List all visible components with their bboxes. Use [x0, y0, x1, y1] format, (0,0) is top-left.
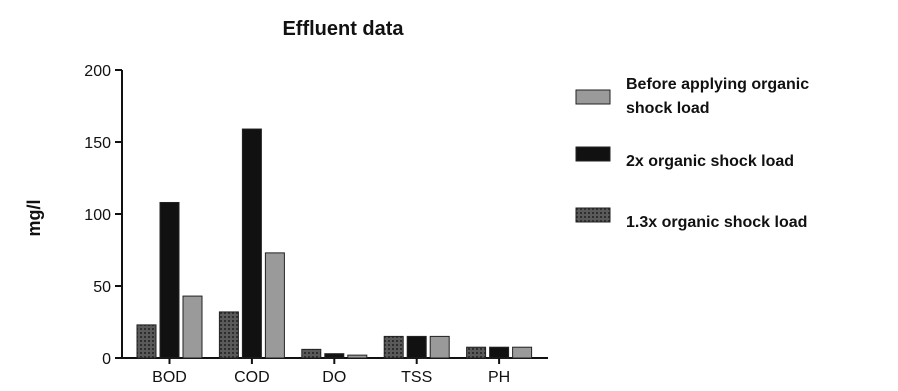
- legend-swatch: [575, 207, 611, 223]
- chart-title: Effluent data: [282, 18, 404, 40]
- x-tick-label: DO: [322, 369, 346, 386]
- y-ticks: 0 50 100 150 200: [84, 63, 122, 368]
- bar-do-series-0: [301, 348, 322, 359]
- bar-tss-series-1: [406, 335, 427, 359]
- bar-ph-series-2: [512, 346, 533, 359]
- legend-label: 1.3x organic shock load: [626, 214, 807, 231]
- bar-cod-series-1: [241, 128, 262, 359]
- bar-bod-series-0: [136, 324, 157, 359]
- bar-cod-series-2: [264, 252, 285, 359]
- y-tick-label: 100: [84, 207, 111, 224]
- legend: Before applying organic shock load 2x orga…: [575, 76, 809, 231]
- bar-tss-series-0: [383, 335, 404, 359]
- legend-swatch: [575, 146, 611, 162]
- x-tick-label: TSS: [401, 369, 432, 386]
- legend-label: 2x organic shock load: [626, 153, 794, 170]
- legend-swatch: [575, 89, 611, 105]
- x-tick-label: PH: [488, 369, 510, 386]
- bar-bod-series-2: [182, 295, 203, 359]
- y-tick-label: 0: [102, 351, 111, 368]
- bar-tss-series-2: [429, 335, 450, 359]
- y-tick-label: 200: [84, 63, 111, 80]
- bar-do-series-1: [324, 353, 345, 359]
- y-axis-label: mg/l: [24, 199, 44, 236]
- legend-label: shock load: [626, 100, 710, 117]
- y-tick-label: 50: [93, 279, 111, 296]
- x-tick-label: BOD: [152, 369, 187, 386]
- bar-bod-series-1: [159, 201, 180, 359]
- bar-do-series-2: [347, 354, 368, 359]
- bar-cod-series-0: [218, 311, 239, 359]
- y-tick-label: 150: [84, 135, 111, 152]
- x-tick-label: COD: [234, 369, 270, 386]
- bars: [136, 128, 533, 359]
- x-ticks: BOD COD DO TSS PH: [152, 358, 510, 386]
- bar-ph-series-0: [466, 346, 487, 359]
- bar-ph-series-1: [489, 346, 510, 359]
- legend-label: Before applying organic: [626, 76, 809, 93]
